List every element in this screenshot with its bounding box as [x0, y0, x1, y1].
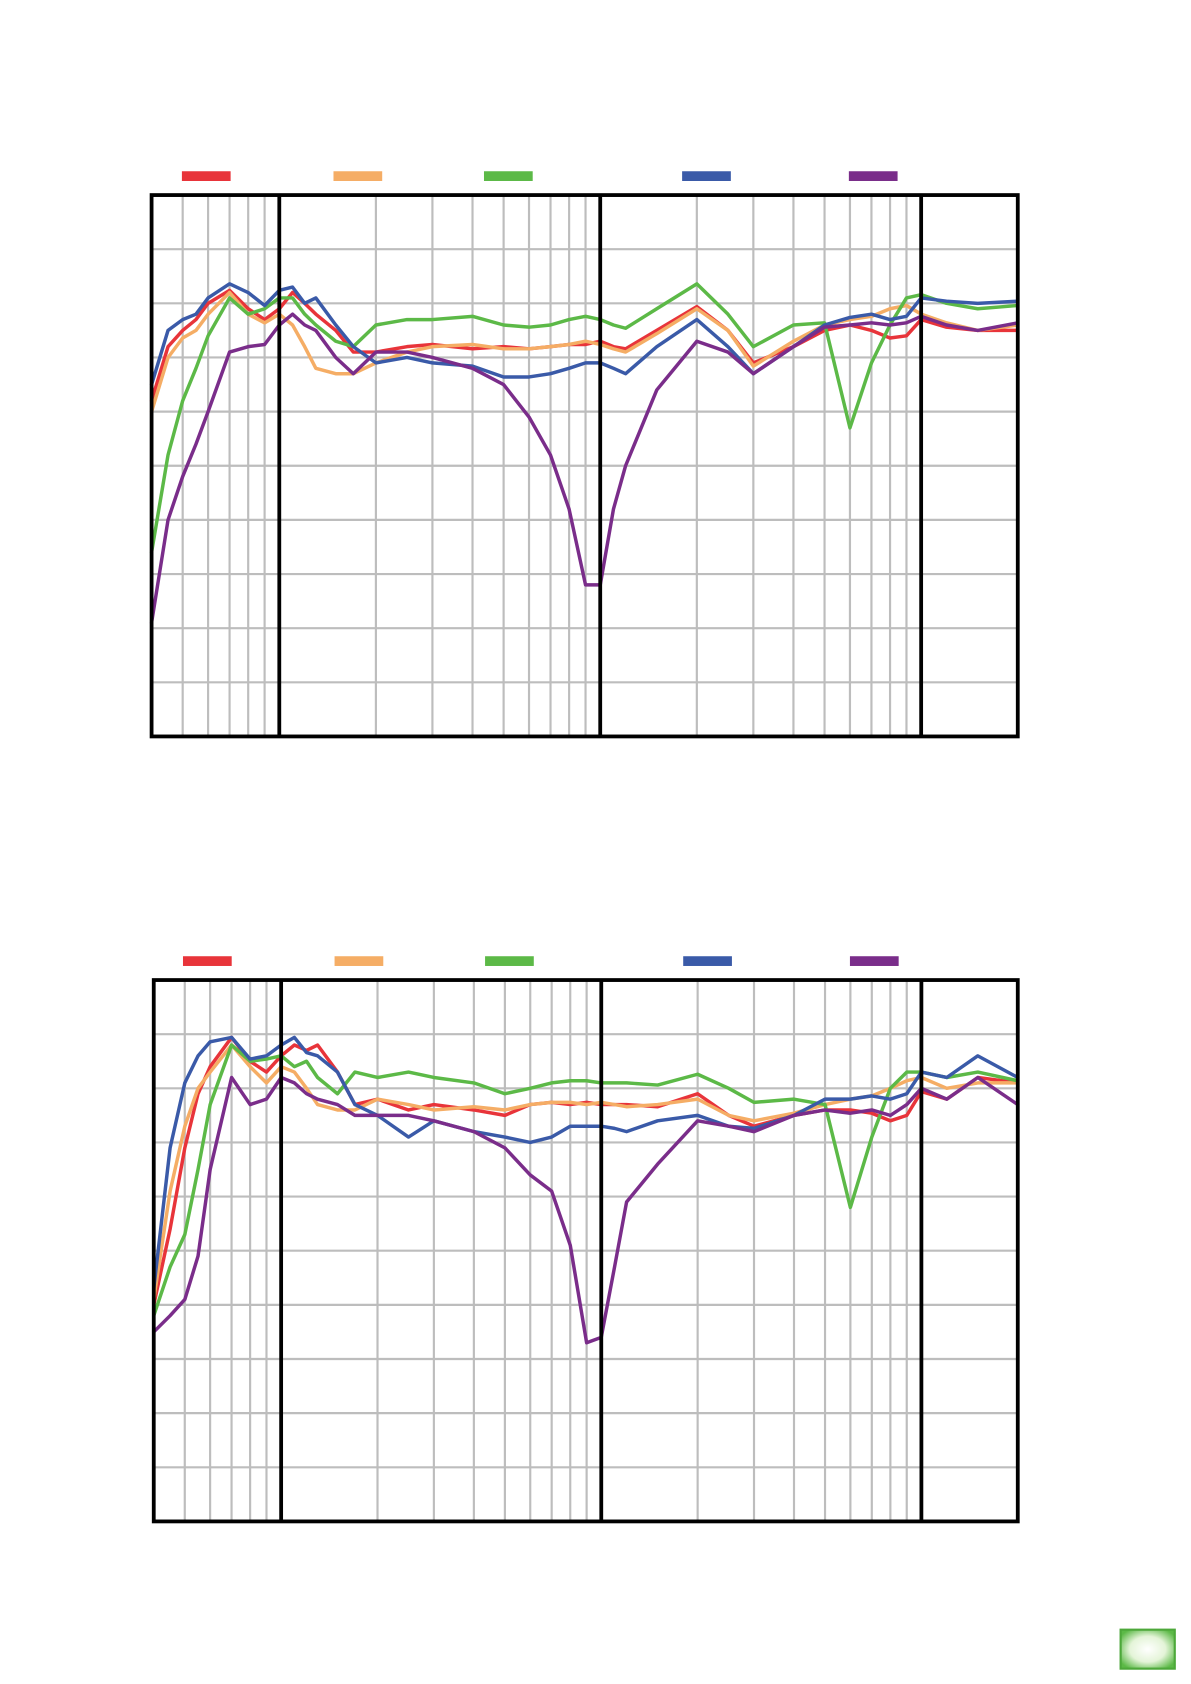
legend-swatch [334, 956, 384, 966]
legend-swatch [683, 956, 732, 966]
chart [151, 956, 1020, 1524]
legend-swatch [181, 171, 231, 181]
legend-swatch [483, 171, 533, 181]
series-line [149, 290, 1020, 414]
series-line [152, 1075, 1020, 1345]
series-line [152, 1043, 1020, 1318]
legend-swatch [848, 171, 898, 181]
chart [149, 171, 1020, 739]
legend-swatch [849, 956, 899, 966]
legend-swatch [485, 956, 534, 966]
series-line [149, 312, 1020, 625]
series-line [149, 282, 1020, 387]
page-marker [1119, 1628, 1176, 1670]
legend-swatch [682, 171, 731, 181]
plot-frame [149, 193, 1020, 739]
legend-swatch [333, 171, 383, 181]
series-line [152, 1035, 1020, 1291]
legend-swatch [182, 956, 232, 966]
series-group [149, 282, 1020, 625]
series-line [149, 282, 1020, 555]
series-group [152, 1035, 1020, 1345]
plot-frame [151, 978, 1020, 1524]
